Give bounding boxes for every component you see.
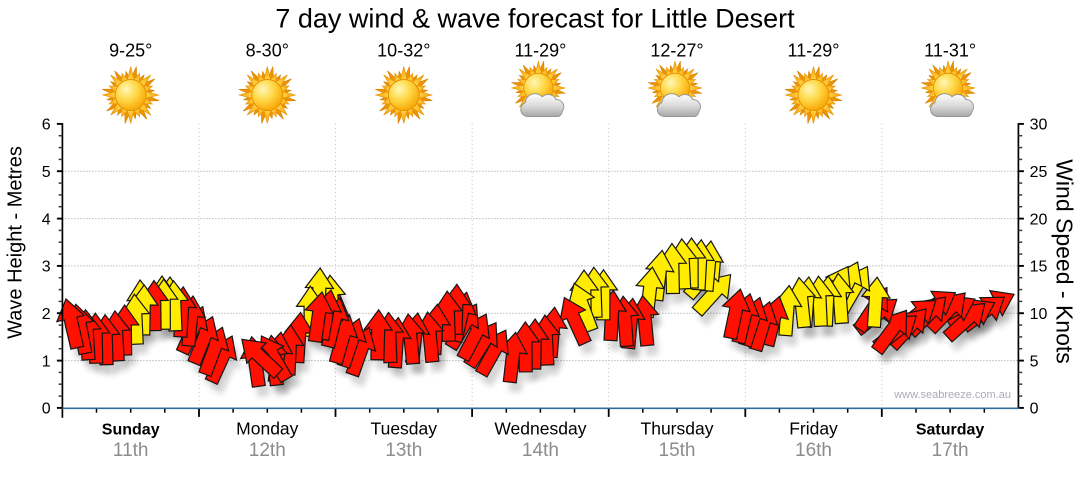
svg-text:3: 3 [42, 259, 51, 276]
svg-text:Thursday: Thursday [641, 419, 714, 439]
svg-text:0: 0 [1030, 401, 1039, 418]
svg-text:www.seabreeze.com.au: www.seabreeze.com.au [893, 389, 1011, 401]
svg-text:4: 4 [42, 211, 51, 228]
svg-text:30: 30 [1030, 117, 1048, 134]
svg-text:1: 1 [42, 353, 51, 370]
svg-text:Sunday: Sunday [102, 422, 160, 439]
svg-text:9-25°: 9-25° [109, 41, 152, 61]
svg-text:20: 20 [1030, 211, 1048, 228]
svg-text:Tuesday: Tuesday [371, 419, 438, 439]
svg-text:14th: 14th [522, 440, 559, 461]
svg-text:11-31°: 11-31° [924, 41, 976, 61]
svg-text:25: 25 [1030, 164, 1048, 181]
svg-text:Wednesday: Wednesday [494, 419, 586, 439]
svg-text:12th: 12th [249, 440, 286, 461]
svg-text:2: 2 [42, 306, 51, 323]
svg-text:6: 6 [42, 117, 51, 134]
svg-text:Wind Speed - Knots: Wind Speed - Knots [1052, 159, 1078, 364]
svg-text:15: 15 [1030, 259, 1048, 276]
svg-text:16th: 16th [795, 440, 832, 461]
svg-text:10: 10 [1030, 306, 1048, 323]
svg-text:11-29°: 11-29° [788, 41, 840, 61]
svg-text:10-32°: 10-32° [377, 41, 430, 61]
svg-text:8-30°: 8-30° [246, 41, 289, 61]
svg-text:17th: 17th [932, 440, 969, 461]
svg-text:Monday: Monday [236, 419, 299, 439]
svg-text:11th: 11th [113, 440, 149, 461]
svg-text:5: 5 [1030, 353, 1039, 370]
svg-text:Wave Height - Metres: Wave Height - Metres [5, 146, 27, 339]
svg-text:0: 0 [42, 401, 51, 418]
svg-text:12-27°: 12-27° [650, 41, 703, 61]
svg-text:15th: 15th [659, 440, 696, 461]
svg-text:Friday: Friday [789, 419, 838, 439]
svg-text:7 day wind & wave forecast for: 7 day wind & wave forecast for Little De… [275, 4, 795, 34]
svg-text:13th: 13th [385, 440, 422, 461]
svg-text:5: 5 [42, 164, 51, 181]
svg-text:Saturday: Saturday [916, 422, 985, 439]
svg-text:11-29°: 11-29° [514, 41, 566, 61]
